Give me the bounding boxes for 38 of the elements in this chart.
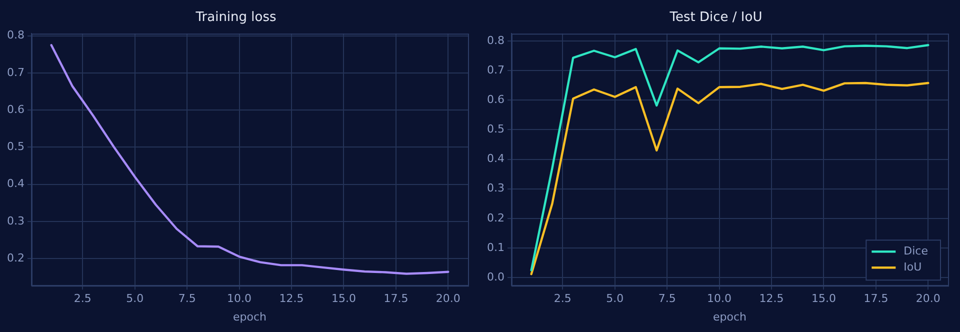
y-tick-label: 0.2 bbox=[6, 251, 24, 264]
x-tick-label: 15.0 bbox=[331, 292, 356, 306]
chart-title: Training loss bbox=[194, 10, 276, 26]
x-tick-label: 10.0 bbox=[227, 292, 252, 306]
legend-label: IoU bbox=[904, 260, 922, 274]
chart-title: Test Dice / IoU bbox=[668, 10, 762, 26]
y-tick-label: 0.4 bbox=[486, 152, 504, 166]
x-tick-label: 5.0 bbox=[606, 292, 624, 306]
x-tick-label: 12.5 bbox=[279, 292, 304, 306]
x-tick-label: 10.0 bbox=[707, 292, 732, 306]
x-tick-label: 20.0 bbox=[916, 292, 940, 306]
legend-label: Dice bbox=[904, 244, 928, 258]
y-tick-label: 0.8 bbox=[486, 34, 504, 47]
y-tick-label: 0.0 bbox=[486, 270, 504, 284]
x-tick-label: 17.5 bbox=[864, 292, 888, 306]
y-tick-label: 0.7 bbox=[486, 63, 504, 76]
y-tick-label: 0.5 bbox=[486, 122, 504, 136]
x-tick-label: 2.5 bbox=[74, 292, 92, 306]
x-tick-label: 20.0 bbox=[436, 292, 460, 306]
y-tick-label: 0.3 bbox=[486, 182, 504, 195]
x-axis-title: epoch bbox=[712, 310, 747, 324]
x-tick-label: 7.5 bbox=[178, 292, 196, 306]
y-tick-label: 0.6 bbox=[486, 93, 504, 106]
x-tick-label: 17.5 bbox=[384, 292, 408, 306]
y-tick-label: 0.4 bbox=[6, 177, 24, 190]
x-axis-title: epoch bbox=[232, 310, 267, 324]
x-tick-label: 2.5 bbox=[554, 292, 572, 306]
y-tick-label: 0.3 bbox=[6, 214, 24, 228]
x-tick-label: 12.5 bbox=[759, 292, 784, 306]
x-tick-label: 15.0 bbox=[811, 292, 836, 306]
y-tick-label: 0.5 bbox=[6, 140, 24, 154]
y-tick-label: 0.7 bbox=[6, 66, 24, 79]
x-tick-label: 7.5 bbox=[658, 292, 676, 306]
y-tick-label: 0.1 bbox=[486, 240, 504, 254]
y-tick-label: 0.8 bbox=[6, 28, 24, 42]
y-tick-label: 0.6 bbox=[6, 102, 24, 116]
x-tick-label: 5.0 bbox=[126, 292, 144, 306]
y-tick-label: 0.2 bbox=[486, 211, 504, 224]
